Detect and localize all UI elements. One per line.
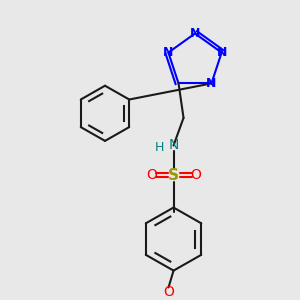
Text: N: N [168,139,179,152]
Text: N: N [163,46,174,59]
Text: N: N [206,77,217,90]
Text: O: O [163,285,174,299]
Text: N: N [190,27,200,40]
Text: O: O [190,168,201,182]
Text: N: N [216,46,227,59]
Text: O: O [146,168,157,182]
Text: H: H [155,141,164,154]
Text: S: S [168,167,179,182]
